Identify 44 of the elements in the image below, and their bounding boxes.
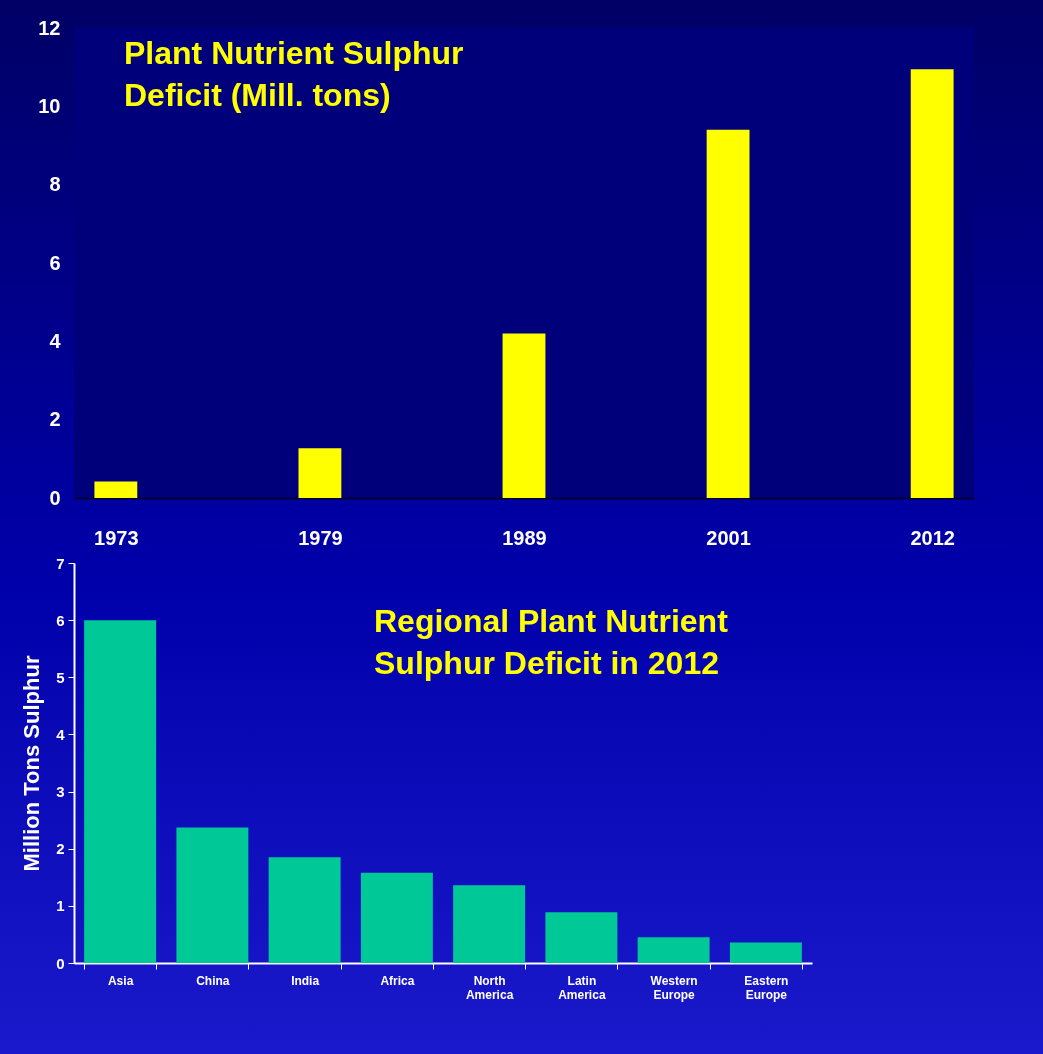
x-tick-label: 2001 bbox=[706, 526, 751, 549]
x-tick-label: 1973 bbox=[94, 526, 139, 549]
bar bbox=[298, 448, 342, 498]
bar bbox=[706, 129, 750, 498]
y-tick-label: 0 bbox=[56, 954, 65, 972]
y-tick-label: 5 bbox=[56, 668, 65, 686]
y-tick-label: 12 bbox=[38, 16, 61, 39]
text: Plant Nutrient Sulphur Deficit (Mill. tons) bbox=[124, 35, 464, 113]
y-tick-label: 4 bbox=[56, 725, 66, 743]
bar bbox=[84, 620, 157, 963]
x-tick-label: Western Europe bbox=[650, 973, 698, 1002]
y-tick-label: 1 bbox=[56, 897, 65, 915]
y-tick-label: 7 bbox=[56, 554, 65, 572]
y-axis-title: Million Tons Sulphur bbox=[19, 655, 45, 872]
bar bbox=[360, 872, 433, 963]
bar bbox=[94, 481, 138, 498]
y-tick-label: 10 bbox=[38, 94, 61, 117]
bar bbox=[453, 885, 526, 963]
bar bbox=[729, 942, 802, 963]
x-tick-label: 1989 bbox=[502, 526, 547, 549]
text: Regional Plant Nutrient Sulphur Deficit in 2012 bbox=[374, 603, 729, 681]
bar bbox=[176, 827, 249, 963]
bar bbox=[545, 912, 618, 963]
y-tick-label: 6 bbox=[49, 251, 61, 274]
y-tick-label: 3 bbox=[56, 783, 65, 801]
y-tick-label: 8 bbox=[49, 173, 61, 196]
bar bbox=[502, 333, 546, 498]
y-tick-label: 0 bbox=[49, 486, 61, 509]
x-tick-label: Eastern Europe bbox=[744, 973, 789, 1002]
y-tick-label: 2 bbox=[56, 840, 65, 858]
bar bbox=[268, 857, 341, 963]
y-tick-label: 2 bbox=[49, 408, 61, 431]
bar bbox=[637, 937, 710, 963]
x-tick-label: North America bbox=[465, 973, 514, 1002]
bar bbox=[910, 69, 954, 498]
y-tick-label: 6 bbox=[56, 611, 65, 629]
x-tick-label: India bbox=[291, 973, 320, 988]
x-tick-label: Asia bbox=[107, 973, 134, 988]
x-tick-label: 1979 bbox=[298, 526, 343, 549]
x-tick-label: China bbox=[196, 973, 230, 988]
x-tick-label: 2012 bbox=[910, 526, 955, 549]
x-tick-label: Africa bbox=[380, 973, 415, 988]
x-tick-label: Latin America bbox=[558, 973, 606, 1002]
y-tick-label: 4 bbox=[49, 329, 62, 352]
